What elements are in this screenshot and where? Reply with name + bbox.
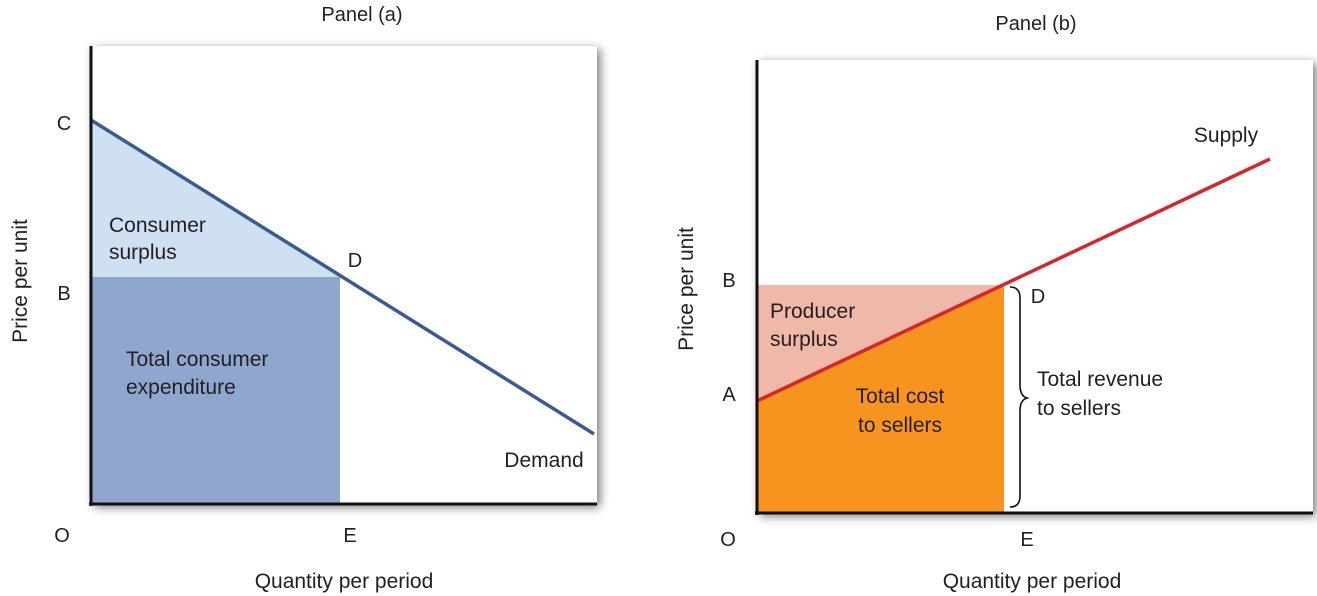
panel-a-origin-label: O [54, 525, 70, 547]
panel-b-point-d: D [1031, 286, 1045, 308]
panel-a-point-c: C [57, 113, 71, 135]
panel-a: Panel (a) Price per unit Quantity per pe… [9, 4, 597, 593]
panel-b: Panel (b) Price per unit Quantity per pe… [675, 13, 1313, 593]
panel-a-x-axis-label: Quantity per period [255, 570, 434, 593]
total-cost-label-line1: Total cost [856, 385, 945, 408]
consumer-expenditure-label-line2: expenditure [126, 376, 236, 399]
consumer-expenditure-label-line1: Total consumer [126, 348, 268, 371]
total-cost-label-line2: to sellers [858, 414, 942, 437]
consumer-surplus-label-line1: Consumer [109, 214, 206, 237]
panel-a-y-axis-label: Price per unit [9, 219, 32, 343]
panel-a-point-b: B [57, 283, 70, 305]
demand-curve [90, 118, 595, 436]
consumer-expenditure-region [91, 277, 340, 504]
total-revenue-brace [1009, 286, 1030, 508]
producer-surplus-label-line2: surplus [770, 328, 838, 351]
panel-b-point-b: B [722, 270, 735, 292]
total-cost-region [757, 285, 1004, 513]
panel-a-point-d: D [348, 250, 362, 272]
demand-label: Demand [504, 449, 583, 472]
producer-surplus-label-line1: Producer [770, 300, 855, 323]
consumer-surplus-label-line2: surplus [109, 241, 177, 264]
total-revenue-label-line1: Total revenue [1037, 368, 1163, 391]
panel-a-point-e: E [343, 525, 356, 547]
panel-b-point-e: E [1020, 529, 1033, 551]
panel-a-title: Panel (a) [321, 4, 402, 26]
panel-b-y-axis-label: Price per unit [675, 227, 698, 351]
panel-b-origin-label: O [720, 529, 736, 551]
panel-b-x-axis-label: Quantity per period [943, 570, 1122, 593]
total-revenue-label-line2: to sellers [1037, 397, 1121, 420]
panel-b-title: Panel (b) [995, 13, 1076, 35]
supply-curve [756, 157, 1271, 403]
panel-b-point-a: A [722, 384, 736, 406]
supply-label: Supply [1194, 124, 1259, 147]
